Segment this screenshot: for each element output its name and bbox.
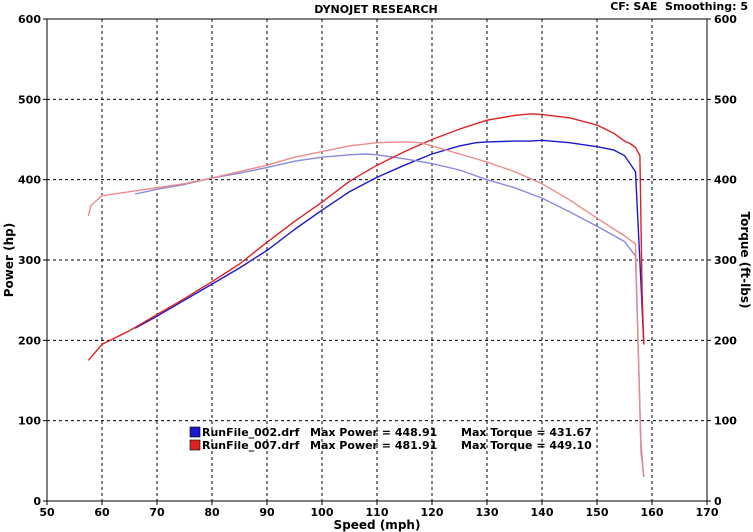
y-right-tick-label: 200: [714, 334, 737, 347]
x-tick-label: 90: [259, 506, 275, 519]
x-tick-label: 140: [531, 506, 554, 519]
legend-max-torque: Max Torque = 449.10: [461, 439, 592, 452]
x-tick-label: 70: [149, 506, 165, 519]
legend: RunFile_002.drf Max Power = 448.91 Max T…: [189, 426, 592, 452]
y-left-tick-label: 0: [33, 495, 41, 508]
legend-entry-run-002: RunFile_002.drf Max Power = 448.91 Max T…: [189, 426, 592, 439]
series-line-runfile-007-drf-power: [87, 113, 645, 361]
series-lines: [87, 113, 645, 477]
y-left-tick-label: 300: [18, 254, 41, 267]
grid: [47, 19, 707, 501]
y-axis-right-label: Torque (ft-lbs): [738, 212, 752, 309]
x-tick-label: 80: [204, 506, 220, 519]
x-tick-label: 110: [366, 506, 389, 519]
y-left-tick-label: 200: [18, 334, 41, 347]
x-tick-label: 150: [586, 506, 609, 519]
legend-entry-run-007: RunFile_007.drf Max Power = 481.91 Max T…: [189, 439, 592, 452]
legend-max-power: Max Power = 448.91: [310, 426, 437, 439]
y-left-tick-label: 600: [18, 13, 41, 26]
series-line-runfile-002-drf-torque: [134, 153, 645, 477]
y-left-tick-label: 400: [18, 174, 41, 187]
y-left-tick-label: 100: [18, 415, 41, 428]
legend-swatch: [189, 439, 201, 451]
chart-title: DYNOJET RESEARCH: [314, 3, 437, 16]
y-right-tick-label: 400: [714, 174, 737, 187]
y-left-tick-label: 500: [18, 93, 41, 106]
x-tick-label: 170: [696, 506, 719, 519]
legend-file-name: RunFile_007.drf: [202, 439, 300, 452]
x-axis-label: Speed (mph): [334, 518, 421, 532]
series-line-runfile-002-drf-power: [134, 139, 645, 345]
series-line-runfile-007-drf-torque: [87, 141, 645, 477]
x-tick-label: 160: [641, 506, 664, 519]
x-tick-label: 130: [476, 506, 499, 519]
x-tick-label: 120: [421, 506, 444, 519]
legend-max-power: Max Power = 481.91: [310, 439, 437, 452]
y-right-tick-label: 500: [714, 93, 737, 106]
legend-max-torque: Max Torque = 431.67: [461, 426, 592, 439]
y-right-tick-label: 0: [714, 495, 722, 508]
legend-file-name: RunFile_002.drf: [202, 426, 300, 439]
y-right-tick-label: 100: [714, 415, 737, 428]
legend-swatch: [189, 426, 201, 438]
x-tick-label: 100: [311, 506, 334, 519]
y-right-tick-label: 600: [714, 13, 737, 26]
x-tick-label: 50: [39, 506, 55, 519]
x-tick-label: 60: [94, 506, 110, 519]
y-axis-left-label: Power (hp): [2, 223, 16, 297]
correction-info: CF: SAE Smoothing: 5: [610, 0, 748, 13]
y-right-tick-label: 300: [714, 254, 737, 267]
